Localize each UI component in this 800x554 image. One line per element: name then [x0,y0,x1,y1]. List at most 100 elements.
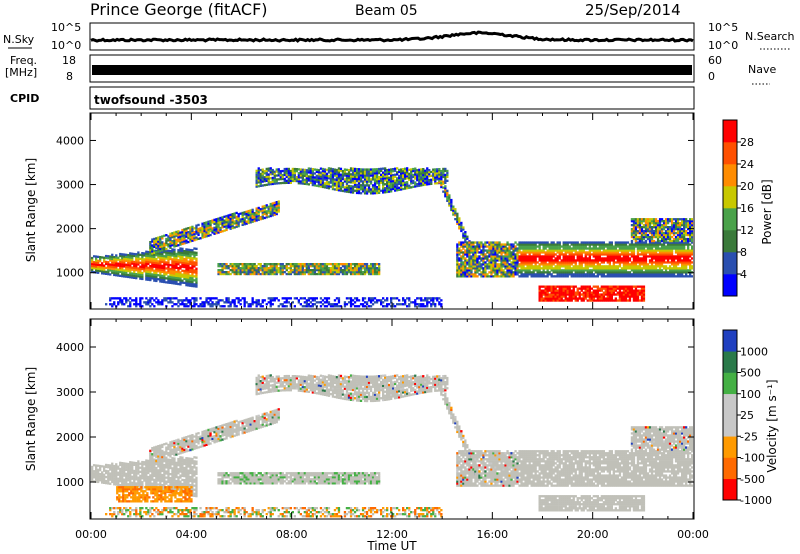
power-cell [592,251,595,254]
power-cell [231,301,234,304]
power-cell [574,293,577,296]
power-cell [287,173,290,176]
power-cell [267,269,270,272]
power-cell [319,305,323,308]
power-cell [325,297,329,300]
power-cell [355,175,359,179]
power-cell [604,259,607,262]
power-cell [578,259,581,262]
power-cell [380,303,383,306]
power-cell [373,182,377,185]
power-cell [424,179,427,182]
power-cell [359,184,363,187]
power-cell [353,169,357,172]
power-cell [151,297,154,300]
power-cell [265,173,268,176]
power-cell [632,237,636,241]
power-cell [181,247,184,250]
power-cell [640,291,644,294]
power-cell [428,178,431,182]
power-cell [273,211,276,214]
power-cell [349,297,353,300]
power-cell [546,243,549,246]
power-cell [255,173,258,176]
power-cell [229,303,232,306]
power-cell [506,253,509,256]
power-cell [460,265,463,268]
power-cell [592,269,595,272]
power-cell [335,184,339,187]
power-cell [608,275,611,278]
power-cell [420,172,423,175]
power-cell [371,267,375,270]
power-cell [400,182,403,185]
power-cell [267,167,270,170]
power-cell [606,267,609,270]
power-cell [624,297,628,300]
power-cell [241,213,244,217]
power-cell [646,245,650,248]
power-cell [261,215,264,218]
power-cell [518,245,521,248]
power-cell [520,261,523,264]
power-cell [363,170,367,173]
power-cell [303,301,306,304]
power-cell [580,269,583,272]
power-cell [325,168,329,172]
power-cell [452,209,455,212]
power-cell [536,265,539,268]
power-cell [167,235,170,238]
power-cell [365,180,369,183]
power-cell [267,175,270,178]
power-cell [307,272,310,276]
power-cell [534,249,537,252]
power-cell [454,210,457,213]
power-cell [466,263,469,266]
power-cell [528,259,531,262]
power-cell [115,270,118,273]
power-cell [151,267,154,270]
power-cell [129,254,132,257]
power-cell [560,261,563,264]
power-cell [259,263,262,266]
power-cell [213,297,216,300]
power-cell [285,305,288,308]
power-cell [137,273,140,276]
power-cell [95,261,98,264]
power-cell [357,184,361,187]
power-cell [193,239,196,242]
power-cell [592,261,595,264]
power-cell [552,275,555,278]
power-cell [638,267,642,270]
power-cell [460,271,463,274]
power-cell [624,247,628,250]
power-cell [271,204,274,207]
power-cell [580,259,583,262]
power-cell [159,278,162,281]
power-cell [365,178,369,181]
power-cell [470,257,473,260]
power-cell [620,247,624,250]
power-cell [127,254,130,257]
power-cell [109,267,112,270]
power-cell [602,287,605,290]
power-cell [101,272,104,275]
power-cell [586,289,589,292]
power-cell [600,295,603,298]
power-cell [490,253,493,256]
power-cell [626,295,630,298]
power-cell [456,216,459,219]
power-cell [410,174,413,177]
power-cell [552,243,555,246]
power-cell [462,273,465,276]
power-cell [193,247,196,250]
power-cell [588,247,591,250]
power-cell [185,262,188,265]
power-cell [580,249,583,252]
power-cell [259,174,262,178]
power-cell [644,243,648,246]
power-cell [157,244,160,247]
power-cell [311,181,314,185]
power-cell [195,238,198,241]
power-cell [337,267,341,270]
